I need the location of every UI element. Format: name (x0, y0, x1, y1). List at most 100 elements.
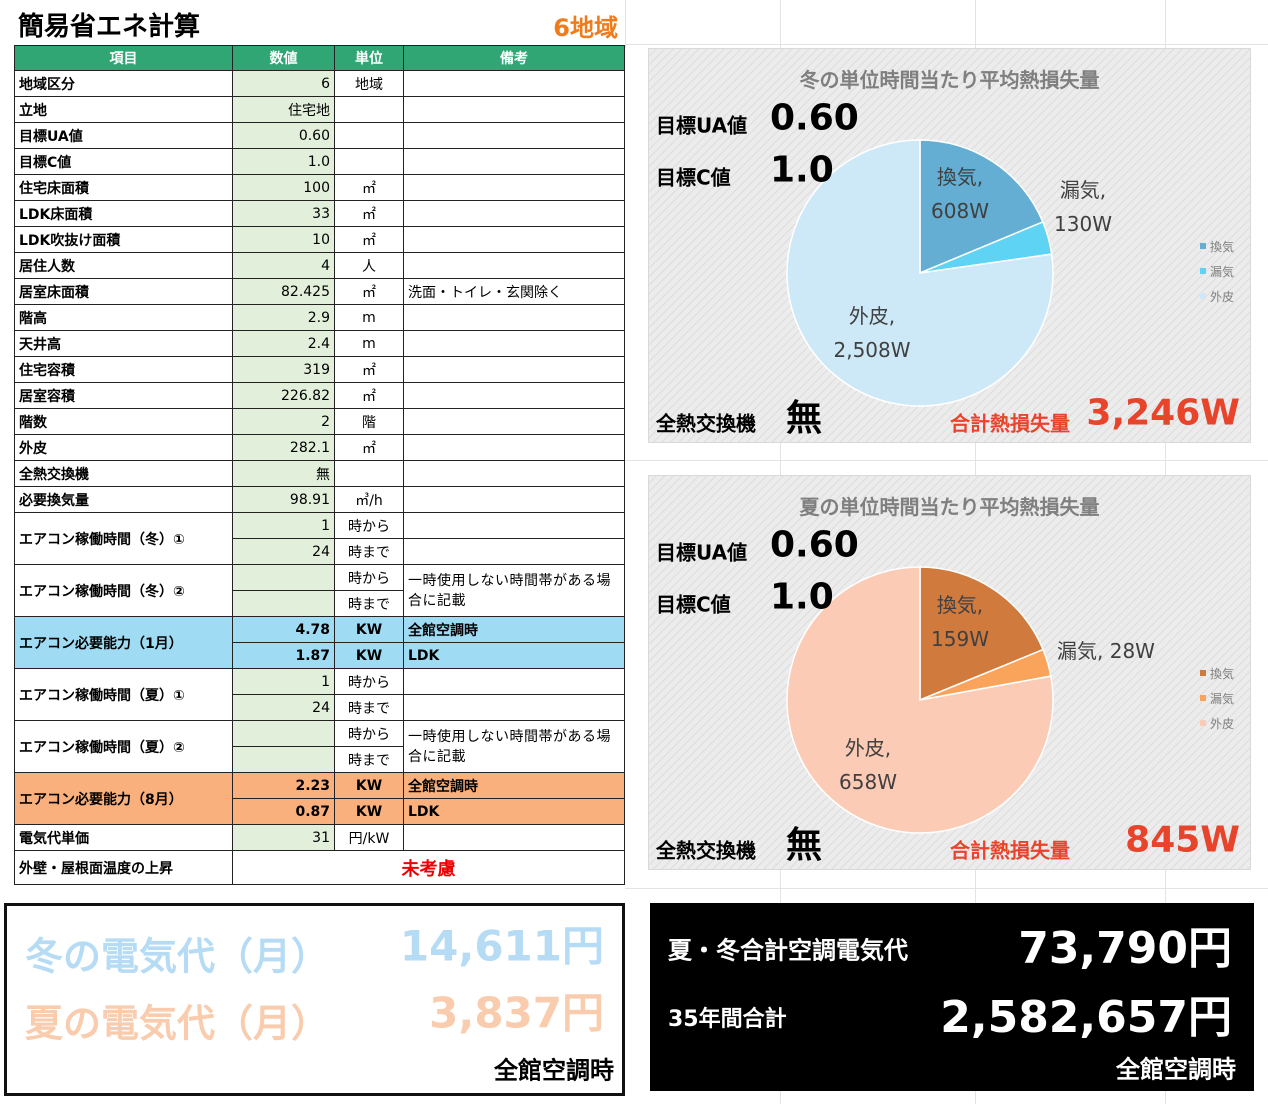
annotation-value: 1.0 (770, 149, 834, 191)
note-cell (404, 435, 625, 461)
note-cell (404, 201, 625, 227)
value-cell: 1 (233, 669, 335, 695)
pie-slice (786, 139, 1054, 407)
chart-canvas (648, 48, 1251, 443)
row-label: LDK床面積 (15, 201, 233, 227)
value-cell: 6 (233, 71, 335, 97)
note-cell: 一時使用しない時間帯がある場合に記載 (404, 721, 625, 773)
column-header: 数値 (233, 46, 335, 71)
unit-cell: 時まで (335, 747, 404, 773)
row-label: エアコン必要能力（1月） (15, 617, 233, 669)
legend-label: 外皮 (1210, 717, 1235, 731)
unit-cell: ㎡ (335, 175, 404, 201)
unit-cell: ㎡ (335, 279, 404, 305)
row-label: 必要換気量 (15, 487, 233, 513)
note-cell: 全館空調時 (404, 773, 625, 799)
unit-cell: KW (335, 617, 404, 643)
unit-cell: m (335, 331, 404, 357)
data-label: 換気, 608W (931, 165, 989, 223)
unit-cell: 時から (335, 669, 404, 695)
row-label: 立地 (15, 97, 233, 123)
note-cell (404, 123, 625, 149)
value-cell: 0.87 (233, 799, 335, 825)
pie-chart: 冬の単位時間当たり平均熱損失量 換気, 608W 漏気, 130W 外皮, 2,508… (648, 48, 1251, 443)
value-cell: 4 (233, 253, 335, 279)
cost-amount: 3,837円 (429, 988, 604, 1038)
row-label: エアコン稼働時間（夏）① (15, 669, 233, 721)
value-cell: 100 (233, 175, 335, 201)
unit-cell (335, 123, 404, 149)
unit-cell: m (335, 305, 404, 331)
note-cell (404, 305, 625, 331)
value-cell: 無 (233, 461, 335, 487)
sheet-title: 簡易省エネ計算 (18, 12, 201, 42)
legend-label: 漏気 (1210, 692, 1235, 706)
row-label: エアコン稼働時間（夏）② (15, 721, 233, 773)
row-label: 居室容積 (15, 383, 233, 409)
value-cell: 31 (233, 825, 335, 851)
note-cell (404, 409, 625, 435)
unit-cell: ㎡ (335, 435, 404, 461)
annotation-label: 目標UA値 (656, 540, 748, 565)
unit-cell: 地域 (335, 71, 404, 97)
unit-cell: 時まで (335, 695, 404, 721)
unit-cell: ㎡ (335, 227, 404, 253)
row-label: 階高 (15, 305, 233, 331)
note-cell (404, 695, 625, 721)
annotation-label: 全熱交換機 (656, 411, 756, 436)
value-cell: 98.91 (233, 487, 335, 513)
value-cell (233, 591, 335, 617)
pie-slice (919, 139, 1044, 275)
note-cell (404, 487, 625, 513)
row-label: 居住人数 (15, 253, 233, 279)
note-cell (404, 331, 625, 357)
note-cell (404, 669, 625, 695)
unit-cell: ㎡ (335, 383, 404, 409)
chart-canvas (648, 475, 1251, 870)
annotation-value: 無 (786, 398, 823, 439)
legend-swatch (1200, 670, 1206, 676)
cost-label: 冬の電気代（月） (25, 934, 330, 979)
unit-cell: 時まで (335, 591, 404, 617)
note-cell (404, 461, 625, 487)
pie-slice (919, 566, 1045, 702)
value-cell: 24 (233, 695, 335, 721)
cost-footer: 全館空調時 (494, 1056, 614, 1085)
note-cell: LDK (404, 799, 625, 825)
cost-label: 夏・冬合計空調電気代 (668, 936, 908, 965)
annotation-value: 無 (786, 825, 823, 866)
data-label: 外皮, 658W (839, 736, 897, 794)
value-cell: 4.78 (233, 617, 335, 643)
note-cell (404, 513, 625, 539)
legend-label: 漏気 (1210, 265, 1235, 279)
value-cell: 10 (233, 227, 335, 253)
row-label: 住宅容積 (15, 357, 233, 383)
row-label: 住宅床面積 (15, 175, 233, 201)
value-cell (233, 721, 335, 747)
legend-label: 換気 (1210, 667, 1235, 681)
note-cell (404, 175, 625, 201)
value-cell: 住宅地 (233, 97, 335, 123)
unit-cell: ㎡ (335, 201, 404, 227)
unit-cell (335, 149, 404, 175)
note-cell (404, 97, 625, 123)
row-label: 地域区分 (15, 71, 233, 97)
note-cell: 全館空調時 (404, 617, 625, 643)
annotation-label: 目標C値 (656, 592, 731, 617)
value-cell: 319 (233, 357, 335, 383)
unit-cell: ㎡ (335, 357, 404, 383)
unit-cell (335, 461, 404, 487)
region-label: 6地域 (553, 14, 618, 42)
annotation-label: 目標UA値 (656, 113, 748, 138)
value-cell: 2 (233, 409, 335, 435)
pie-slice (786, 566, 1054, 834)
column-header: 項目 (15, 46, 233, 71)
value-cell: 2.9 (233, 305, 335, 331)
annotation-value: 0.60 (770, 97, 859, 139)
row-label: 居室床面積 (15, 279, 233, 305)
value-cell: 33 (233, 201, 335, 227)
monthly-cost-box: 冬の電気代（月） 14,611円 夏の電気代（月） 3,837円 全館空調時 (4, 903, 625, 1096)
legend-swatch (1200, 268, 1206, 274)
unit-cell: 階 (335, 409, 404, 435)
